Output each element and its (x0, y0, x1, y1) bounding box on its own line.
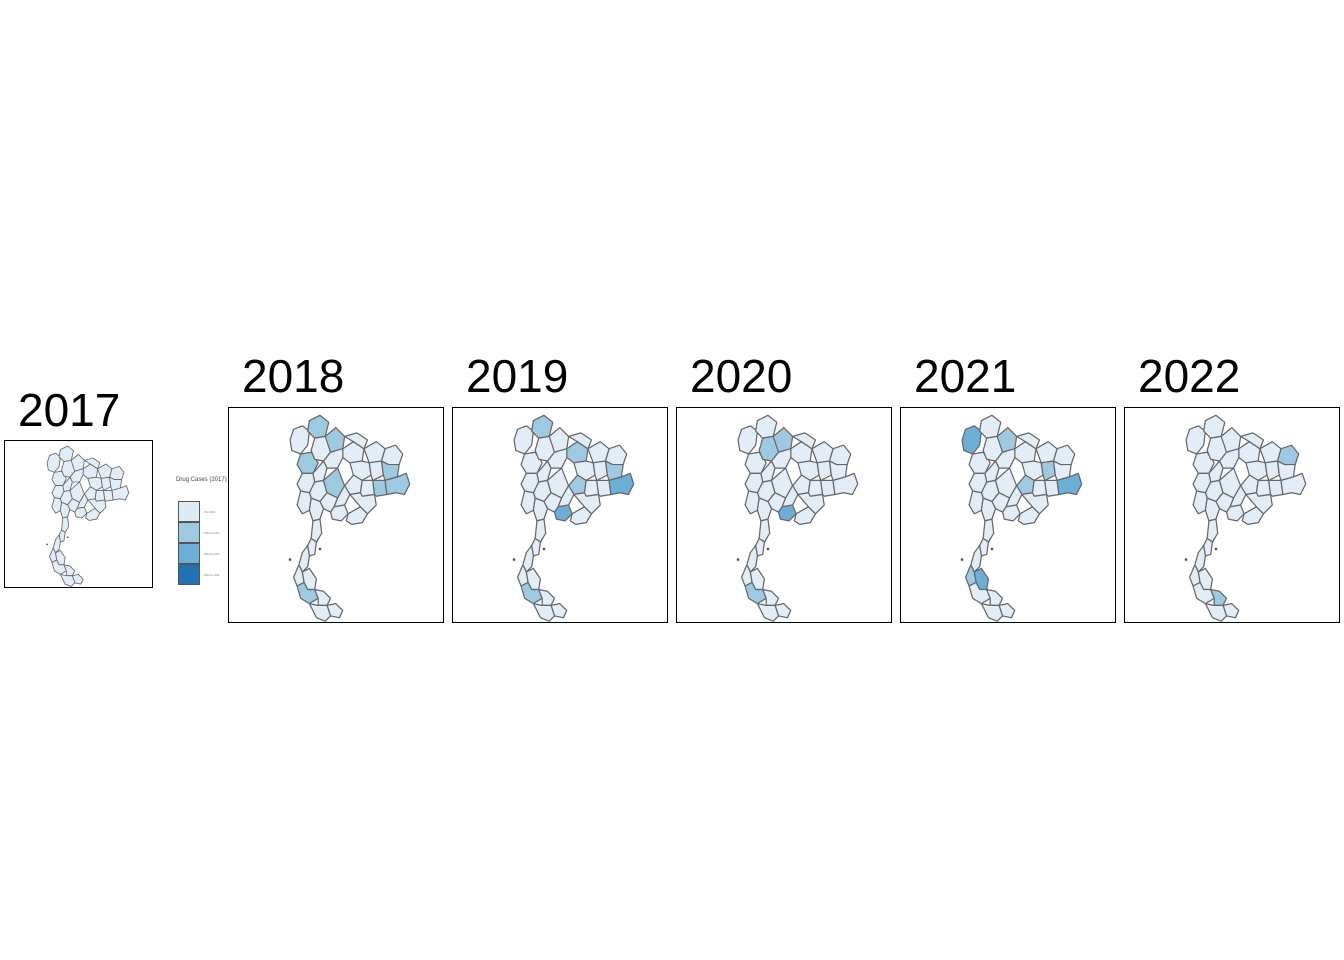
province-e8 (1268, 479, 1284, 497)
province-s6 (532, 602, 556, 622)
province-c7 (349, 492, 377, 515)
province-group (1184, 414, 1307, 622)
province-n1 (531, 414, 554, 439)
province-c7 (797, 492, 825, 515)
province-e7 (807, 479, 824, 497)
province-w2 (534, 518, 547, 543)
province-e4 (368, 460, 384, 482)
legend-title: Drug Cases (2017) (176, 477, 227, 483)
province-w2 (982, 518, 995, 543)
panel-title-2021: 2021 (914, 350, 1017, 402)
province-e0 (83, 457, 101, 470)
province-w3 (979, 537, 990, 557)
province-c7 (87, 498, 107, 514)
province-e4 (816, 460, 832, 482)
panel-title-2018: 2018 (242, 350, 345, 402)
legend-label-2: 0.0x to 0.0x (204, 531, 220, 535)
province-w2 (310, 518, 323, 543)
province-w2 (61, 516, 70, 533)
province-n1 (58, 445, 74, 462)
province-e9 (608, 472, 635, 496)
province-s6 (308, 602, 332, 622)
province-n1 (1203, 414, 1226, 439)
province-group (46, 445, 130, 587)
legend-key-1 (178, 501, 200, 522)
province-n0 (513, 425, 535, 455)
province-e9 (1056, 472, 1083, 496)
thailand-map-2019 (512, 414, 635, 622)
legend-key-4 (178, 564, 200, 585)
province-e8 (372, 479, 388, 497)
province-e9 (832, 472, 859, 496)
thailand-map-2022 (1184, 414, 1307, 622)
panel-title-2020: 2020 (690, 350, 793, 402)
province-c7 (1245, 492, 1273, 515)
province-e8 (596, 479, 612, 497)
province-group (512, 414, 635, 622)
province-e4 (592, 460, 608, 482)
province-w2 (758, 518, 771, 543)
province-c7 (573, 492, 601, 515)
thailand-map-2020 (736, 414, 859, 622)
map-frame-2022 (1124, 407, 1340, 623)
province-e7 (1031, 479, 1048, 497)
province-w3 (531, 537, 542, 557)
province-e0 (791, 432, 817, 450)
province-e0 (567, 432, 593, 450)
province-e0 (1239, 432, 1265, 450)
province-group (736, 414, 859, 622)
province-n1 (307, 414, 330, 439)
legend-label-4: 0.0x to 0.0x (204, 573, 220, 577)
map-frame-2017 (4, 440, 153, 588)
province-s6 (756, 602, 780, 622)
province-e4 (1040, 460, 1056, 482)
panel-title-2019: 2019 (466, 350, 569, 402)
province-w3 (1203, 537, 1214, 557)
province-e0 (343, 432, 369, 450)
province-c7 (1021, 492, 1049, 515)
province-group (288, 414, 411, 622)
map-frame-2019 (452, 407, 668, 623)
province-n0 (1185, 425, 1207, 455)
province-e7 (94, 489, 106, 502)
province-e7 (359, 479, 376, 497)
province-e7 (1255, 479, 1272, 497)
province-n0 (737, 425, 759, 455)
province-e9 (111, 485, 130, 501)
province-w3 (58, 529, 66, 543)
province-e8 (103, 489, 114, 502)
thailand-map-2017 (46, 445, 130, 587)
province-s6 (980, 602, 1004, 622)
province-e4 (100, 476, 112, 491)
panel-title-2022: 2022 (1138, 350, 1241, 402)
thailand-map-2018 (288, 414, 411, 622)
panel-title-2017: 2017 (18, 384, 121, 436)
legend-key-2 (178, 522, 200, 543)
map-frame-2018 (228, 407, 444, 623)
map-frame-2020 (676, 407, 892, 623)
map-frame-2021 (900, 407, 1116, 623)
province-e9 (1280, 472, 1307, 496)
legend-label-3: 0.0x to 0.0x (204, 552, 220, 556)
province-group (960, 414, 1083, 622)
province-w2 (1206, 518, 1219, 543)
province-e7 (583, 479, 600, 497)
province-e0 (1015, 432, 1041, 450)
province-e4 (1264, 460, 1280, 482)
thailand-map-2021 (960, 414, 1083, 622)
province-n0 (289, 425, 311, 455)
province-e8 (820, 479, 836, 497)
province-s6 (1204, 602, 1228, 622)
province-n0 (961, 425, 983, 455)
province-e9 (384, 472, 411, 496)
province-n0 (46, 452, 61, 473)
province-w3 (755, 537, 766, 557)
legend-label-1: 0 to 0.0x (204, 510, 216, 514)
province-e8 (1044, 479, 1060, 497)
province-w3 (307, 537, 318, 557)
province-n1 (979, 414, 1002, 439)
legend-key-3 (178, 543, 200, 564)
province-n1 (755, 414, 778, 439)
province-s6 (59, 574, 76, 587)
